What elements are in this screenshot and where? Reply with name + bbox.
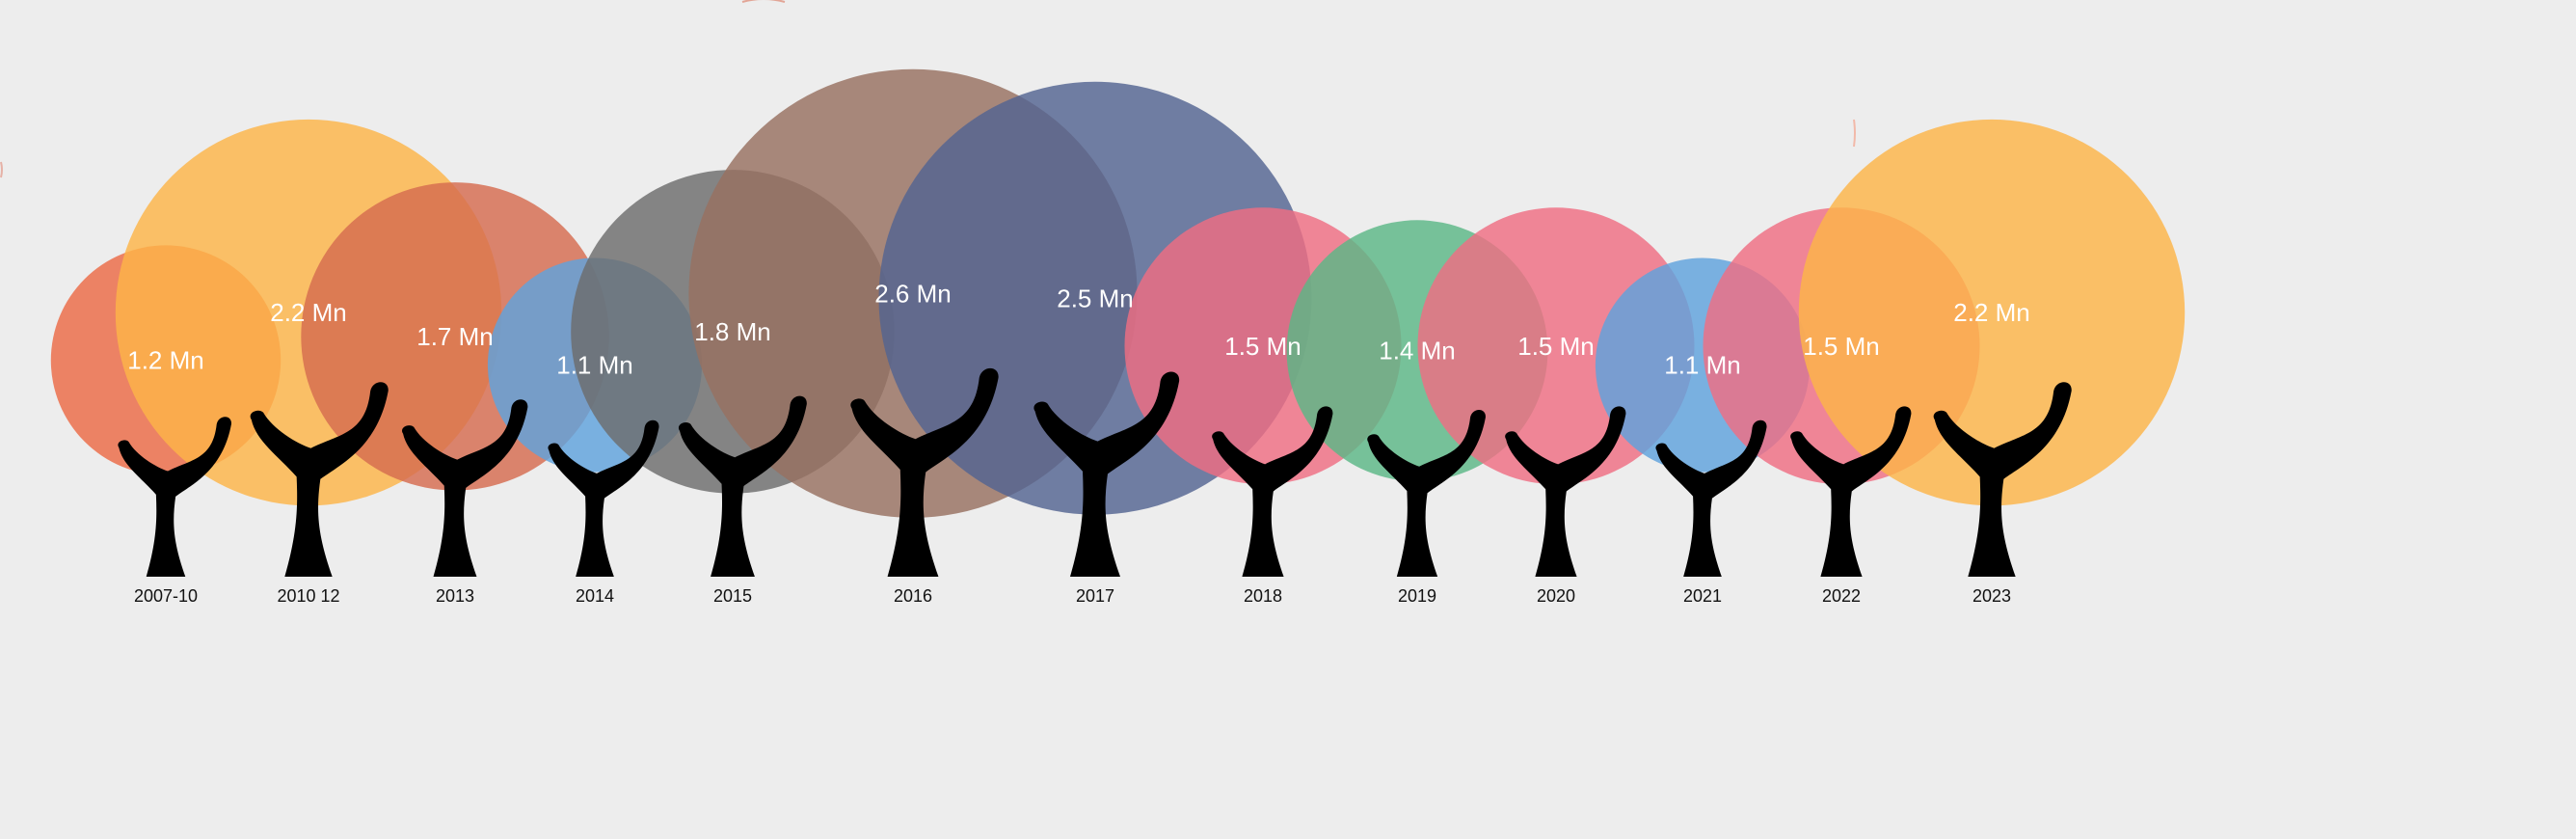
value-label-2019: 1.4 Mn <box>1379 337 1456 365</box>
value-label-2023: 2.2 Mn <box>1953 298 2030 327</box>
decorative-arc-right <box>1853 119 1856 148</box>
year-label-2019: 2019 <box>1398 586 1436 606</box>
year-label-2013: 2013 <box>436 586 474 606</box>
value-label-2013: 1.7 Mn <box>416 322 494 351</box>
year-label-2007-10: 2007-10 <box>134 586 198 606</box>
tree-2010-12 <box>250 382 389 577</box>
tree-2022 <box>1790 406 1912 577</box>
tree-2018 <box>1212 406 1333 577</box>
tree-2020 <box>1505 406 1626 577</box>
year-label-2020: 2020 <box>1537 586 1575 606</box>
value-label-2021: 1.1 Mn <box>1664 351 1741 380</box>
value-label-2007-10: 1.2 Mn <box>127 346 204 375</box>
year-label-2016: 2016 <box>894 586 932 606</box>
tree-2017 <box>1033 371 1180 577</box>
labels-layer: 1.2 Mn 2007-10 2.2 Mn 2010 12 1.7 Mn 2013 1.1 … <box>127 279 2030 606</box>
value-label-2022: 1.5 Mn <box>1803 332 1880 361</box>
trees-layer <box>118 367 2072 577</box>
tree-2019 <box>1367 410 1486 577</box>
tree-2021 <box>1655 420 1767 577</box>
decorative-arc-left <box>0 161 3 178</box>
year-label-2018: 2018 <box>1244 586 1282 606</box>
value-label-2017: 2.5 Mn <box>1057 284 1134 312</box>
value-label-2015: 1.8 Mn <box>694 317 771 346</box>
tree-2016 <box>850 367 999 577</box>
value-label-2014: 1.1 Mn <box>556 351 633 380</box>
year-label-2022: 2022 <box>1822 586 1861 606</box>
year-label-2023: 2023 <box>1972 586 2011 606</box>
bubble-2023 <box>1798 119 2186 506</box>
value-label-2018: 1.5 Mn <box>1224 332 1301 361</box>
decorative-arc-top <box>741 0 786 3</box>
year-label-2010-12: 2010 12 <box>277 586 339 606</box>
tree-2013 <box>402 399 528 577</box>
value-label-2010-12: 2.2 Mn <box>270 298 347 327</box>
tree-2023 <box>1933 382 2072 577</box>
tree-2015 <box>678 395 807 577</box>
value-label-2016: 2.6 Mn <box>874 279 952 308</box>
year-label-2014: 2014 <box>576 586 614 606</box>
tree-2014 <box>548 420 659 577</box>
tree-2007-10 <box>118 417 231 577</box>
value-label-2020: 1.5 Mn <box>1517 332 1595 361</box>
year-label-2015: 2015 <box>713 586 752 606</box>
decorative-marks <box>0 0 1856 178</box>
year-label-2021: 2021 <box>1683 586 1722 606</box>
year-label-2017: 2017 <box>1076 586 1114 606</box>
